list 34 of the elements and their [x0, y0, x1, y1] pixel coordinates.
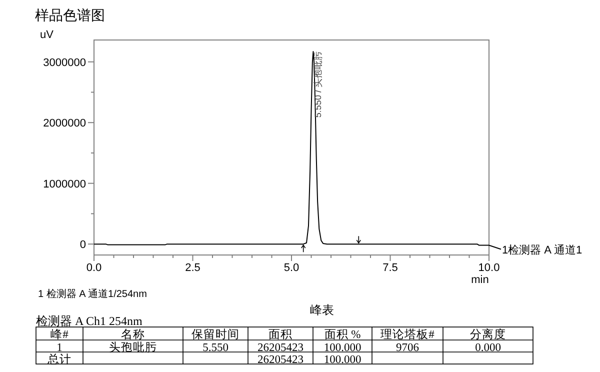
- text: 1: [56, 342, 63, 354]
- text: 0.000: [475, 342, 502, 354]
- category-label: 面积: [268, 328, 292, 341]
- text: 1 检测器 A 通道1/254nm: [38, 288, 147, 300]
- category-label: 保留时间: [192, 328, 240, 341]
- text: 5.550: [202, 342, 229, 354]
- x-tick-label: 5.0: [284, 262, 300, 274]
- text: 100.000: [324, 354, 362, 366]
- y-tick-label: 0: [80, 239, 86, 252]
- x-tick-label: 2.5: [185, 262, 200, 274]
- text: 26205423: [258, 342, 304, 354]
- x-tick-label: 0.0: [86, 262, 102, 274]
- category-label: 名称: [121, 328, 145, 341]
- y-tick-label: 1000000: [43, 178, 86, 190]
- text: 100.000: [324, 342, 362, 354]
- text: 峰表: [310, 303, 334, 317]
- text: 9706: [396, 342, 420, 354]
- category-label: 面积 %: [324, 328, 362, 341]
- text: 头孢吡肟: [109, 341, 157, 354]
- x-tick-label: 10.0: [478, 262, 500, 274]
- chart-title: 样品色谱图: [35, 7, 105, 23]
- category-label: 峰#: [50, 328, 69, 341]
- y-tick-label: 3000000: [43, 56, 86, 69]
- y-tick-label: 2000000: [43, 118, 86, 130]
- text: 总计: [46, 353, 72, 366]
- category-label: 理论塔板#: [380, 328, 435, 341]
- legend-label: 1检测器 A 通道1: [502, 243, 582, 256]
- y-axis-title: uV: [40, 29, 54, 41]
- annotation: 5.550 / 头孢吡肟: [313, 52, 324, 118]
- x-tick-label: 7.5: [382, 262, 398, 274]
- text: 检测器 A Ch1 254nm: [36, 314, 144, 328]
- x-axis-title: min: [471, 274, 489, 286]
- text: 26205423: [258, 354, 304, 366]
- category-label: 分离度: [470, 327, 506, 341]
